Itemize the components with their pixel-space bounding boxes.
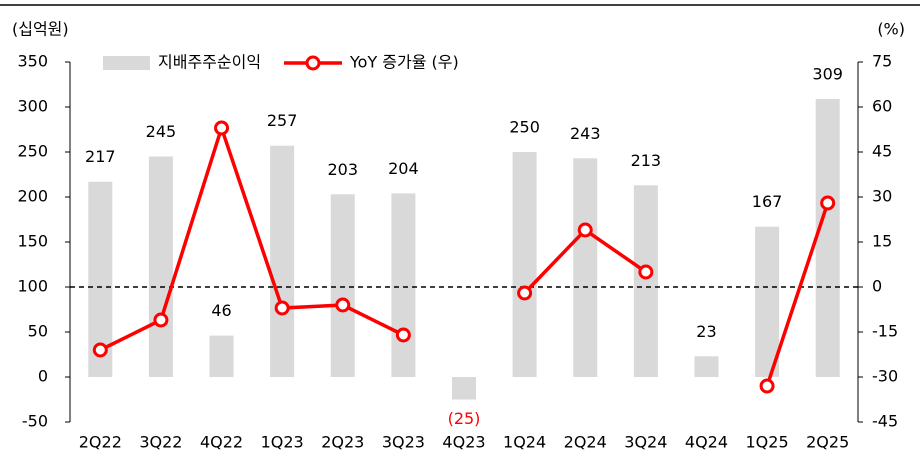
y-tick-label: 300 bbox=[17, 97, 48, 116]
line-marker bbox=[395, 327, 411, 343]
bar bbox=[148, 156, 173, 377]
y2-tick-label: 15 bbox=[872, 232, 892, 251]
data-label: 167 bbox=[752, 192, 783, 211]
data-label: 309 bbox=[812, 64, 843, 83]
line-marker bbox=[759, 378, 775, 394]
y2-tick-label: 0 bbox=[872, 277, 882, 296]
x-tick-label: 2Q25 bbox=[806, 433, 849, 452]
line-marker bbox=[214, 120, 230, 136]
bar bbox=[815, 98, 840, 378]
y2-tick-label: 45 bbox=[872, 142, 892, 161]
line-marker bbox=[274, 300, 290, 316]
bar bbox=[633, 185, 658, 377]
x-tick-label: 4Q23 bbox=[442, 433, 485, 452]
y-tick-label: 250 bbox=[17, 142, 48, 161]
x-tick-label: 3Q23 bbox=[382, 433, 425, 452]
x-tick-label: 3Q22 bbox=[139, 433, 182, 452]
y2-tick-label: -15 bbox=[872, 322, 898, 341]
x-tick-label: 4Q24 bbox=[685, 433, 728, 452]
legend-label: YoY 증가율 (우) bbox=[349, 53, 459, 72]
y2-tick-label: -45 bbox=[872, 412, 898, 431]
data-label: 243 bbox=[570, 124, 601, 143]
bar bbox=[391, 193, 416, 377]
bar bbox=[270, 145, 295, 377]
data-label: 213 bbox=[631, 151, 662, 170]
y2-axis-label: (%) bbox=[877, 20, 905, 39]
bar bbox=[330, 194, 355, 377]
x-tick-label: 1Q25 bbox=[746, 433, 789, 452]
y-axis-label: (십억원) bbox=[12, 20, 69, 39]
line-marker bbox=[153, 312, 169, 328]
data-label: 217 bbox=[85, 147, 116, 166]
bar bbox=[452, 377, 476, 400]
line-marker bbox=[335, 297, 351, 313]
data-label: 257 bbox=[267, 111, 298, 130]
y2-tick-label: 75 bbox=[872, 52, 892, 71]
bar bbox=[694, 356, 719, 377]
line-marker bbox=[820, 195, 836, 211]
y2-tick-label: 60 bbox=[872, 97, 892, 116]
y-tick-label: 200 bbox=[17, 187, 48, 206]
data-label: 204 bbox=[388, 159, 419, 178]
y2-tick-label: 30 bbox=[872, 187, 892, 206]
legend-marker bbox=[305, 55, 321, 71]
line-segment bbox=[765, 202, 830, 387]
y-tick-label: 50 bbox=[28, 322, 48, 341]
legend-swatch-bar bbox=[103, 56, 150, 70]
line-marker bbox=[638, 264, 654, 280]
x-tick-label: 2Q24 bbox=[564, 433, 607, 452]
x-tick-label: 1Q24 bbox=[503, 433, 546, 452]
line-marker bbox=[577, 222, 593, 238]
line-marker bbox=[517, 285, 533, 301]
x-tick-label: 1Q23 bbox=[261, 433, 304, 452]
line-segment bbox=[99, 122, 405, 352]
x-tick-label: 3Q24 bbox=[624, 433, 667, 452]
bar bbox=[755, 226, 780, 377]
line-marker bbox=[92, 342, 108, 358]
x-tick-label: 2Q22 bbox=[79, 433, 122, 452]
data-label: 245 bbox=[146, 122, 177, 141]
bar bbox=[512, 152, 537, 377]
bar bbox=[573, 158, 598, 377]
data-label: 46 bbox=[211, 301, 231, 320]
legend-label: 지배주주순이익 bbox=[158, 53, 261, 72]
data-label: 23 bbox=[696, 322, 716, 341]
x-tick-label: 2Q23 bbox=[321, 433, 364, 452]
y-tick-label: 0 bbox=[38, 367, 48, 386]
y-tick-label: -50 bbox=[22, 412, 48, 431]
y2-tick-label: -30 bbox=[872, 367, 898, 386]
bar bbox=[209, 335, 234, 377]
y-tick-label: 100 bbox=[17, 277, 48, 296]
data-label: 203 bbox=[327, 160, 358, 179]
data-label: (25) bbox=[448, 409, 481, 428]
y-tick-label: 350 bbox=[17, 52, 48, 71]
y-tick-label: 150 bbox=[17, 232, 48, 251]
x-tick-label: 4Q22 bbox=[200, 433, 243, 452]
data-label: 250 bbox=[509, 118, 540, 137]
